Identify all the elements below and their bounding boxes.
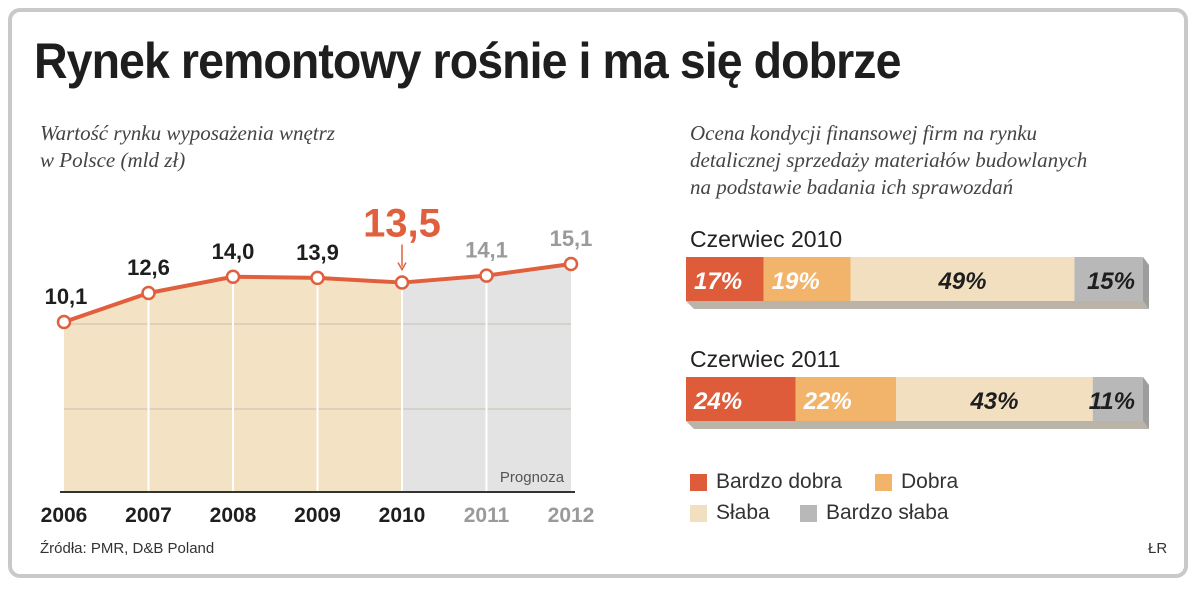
- bar-chart-subtitle-line-2: detalicznej sprzedaży materiałów budowla…: [690, 148, 1088, 172]
- data-point-2012: [563, 256, 579, 272]
- legend-label-dobra: Dobra: [901, 470, 959, 493]
- data-point-2010: [394, 275, 410, 290]
- financial-condition-bar-chart: Czerwiec 2010 17% 19% 49% 15% Czerwiec 2011 24…: [686, 226, 1149, 429]
- row-2-segment-3: [896, 377, 1093, 421]
- value-label-2010: 13,5: [363, 202, 441, 246]
- data-point-2006: [56, 314, 72, 330]
- year-label-2011: 2011: [464, 504, 510, 527]
- row-2-segment-2: [795, 377, 897, 421]
- row-1-value-label-1: 17%: [694, 268, 742, 295]
- year-label-2007: 2007: [125, 504, 172, 527]
- author-credit: ŁR: [1148, 540, 1168, 557]
- legend-item-slaba: Słaba: [690, 501, 770, 525]
- row-2-value-label-2: 22%: [803, 388, 852, 415]
- legend-label-bardzo-dobra: Bardzo dobra: [716, 470, 843, 493]
- row-1-value-label-2: 19%: [772, 268, 820, 295]
- row-1-value-label-4: 15%: [1087, 268, 1135, 295]
- row-1-value-label-3: 49%: [937, 268, 986, 295]
- row-2-title: Czerwiec 2011: [690, 346, 840, 372]
- page-title: Rynek remontowy rośnie i ma się dobrze: [34, 33, 901, 89]
- forecast-label: Prognoza: [500, 469, 565, 486]
- row-2-end-cap: [1143, 377, 1149, 429]
- row-1-segment-2: [763, 257, 851, 301]
- legend-item-dobra: Dobra: [875, 470, 958, 494]
- row-1-end-cap: [1143, 257, 1149, 309]
- market-value-line-chart: Prognoza 10,1 12,6 14,0 13,9 13,5 14,1 15,1 2006…: [41, 202, 595, 527]
- line-chart-subtitle-line-1: Wartość rynku wyposażenia wnętrz: [40, 121, 335, 145]
- data-point-2007: [141, 285, 156, 301]
- line-chart-subtitle-line-2: w Polsce (mld zł): [40, 148, 186, 172]
- row-1-shadow: [686, 301, 1149, 309]
- row-2-value-label-3: 43%: [969, 388, 1018, 415]
- value-label-2008: 14,0: [212, 239, 255, 264]
- legend-swatch-slaba: [690, 504, 707, 522]
- row-1-segment-4: [1074, 257, 1143, 301]
- bar-chart-subtitle-line-3: na podstawie badania ich sprawozdań: [690, 175, 1014, 199]
- value-label-2009: 13,9: [296, 240, 339, 265]
- year-label-2009: 2009: [294, 504, 341, 527]
- row-1-segment-1: [686, 257, 764, 301]
- value-label-2006: 10,1: [45, 284, 88, 309]
- bar-chart-subtitle: Ocena kondycji finansowej firm na rynku …: [690, 120, 1087, 201]
- row-2-shadow: [686, 421, 1149, 429]
- legend-item-bardzo-slaba: Bardzo słaba: [800, 501, 949, 525]
- row-2-segment-1: [686, 377, 796, 421]
- value-label-2007: 12,6: [127, 255, 170, 280]
- legend-swatch-dobra: [875, 473, 892, 491]
- row-1-segment-3: [850, 257, 1075, 301]
- source-note: Źródła: PMR, D&B Poland: [40, 540, 215, 557]
- row-2-value-label-4: 11%: [1089, 388, 1135, 415]
- line-chart-subtitle: Wartość rynku wyposażenia wnętrz w Polsc…: [40, 120, 335, 174]
- row-1-title: Czerwiec 2010: [690, 226, 842, 252]
- value-label-2012: 15,1: [550, 226, 593, 251]
- year-label-2012: 2012: [548, 504, 595, 527]
- legend-item-bardzo-dobra: Bardzo dobra: [690, 470, 842, 494]
- year-label-2010: 2010: [379, 504, 426, 527]
- data-point-2011: [479, 268, 494, 283]
- data-point-2009: [310, 270, 325, 286]
- legend-swatch-bardzo-dobra: [690, 473, 707, 491]
- year-label-2008: 2008: [210, 504, 257, 527]
- row-2-value-label-1: 24%: [693, 388, 742, 415]
- legend-swatch-bardzo-slaba: [800, 504, 817, 522]
- legend-label-bardzo-slaba: Bardzo słaba: [826, 501, 949, 524]
- data-point-2008: [225, 269, 241, 285]
- value-label-2011: 14,1: [465, 238, 508, 263]
- row-2-segment-4: [1092, 377, 1143, 421]
- year-label-2006: 2006: [41, 504, 88, 527]
- legend-label-slaba: Słaba: [716, 501, 770, 524]
- highlight-arrow-head: [397, 262, 407, 272]
- bar-chart-subtitle-line-1: Ocena kondycji finansowej firm na rynku: [690, 121, 1038, 145]
